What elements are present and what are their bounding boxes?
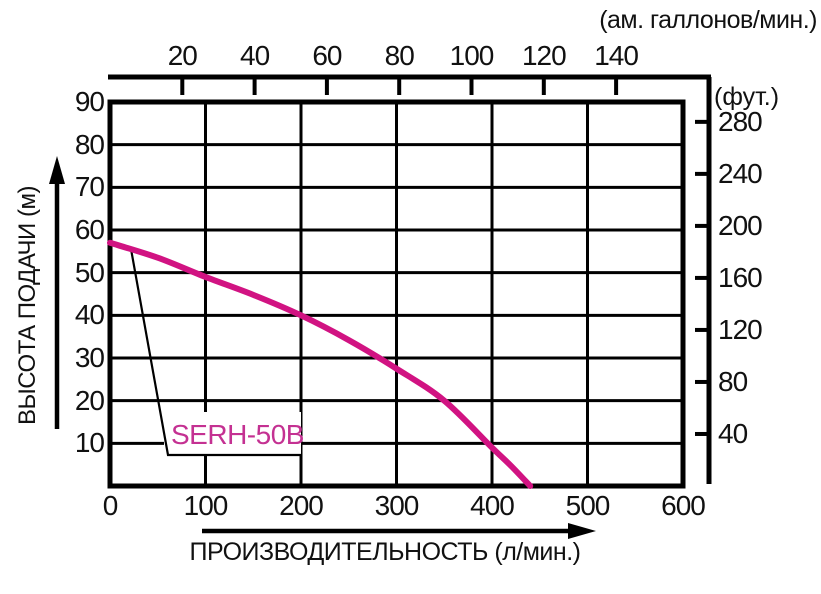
series-label-serh-50b: SERH-50B <box>171 419 304 450</box>
tick-label-right-160: 160 <box>718 261 763 293</box>
tick-label-left-60: 60 <box>74 214 105 245</box>
tick-label-top-100: 100 <box>449 40 495 71</box>
tick-label-bottom-0: 0 <box>102 490 119 521</box>
tick-label-bottom-100: 100 <box>183 490 229 521</box>
tick-label-top-60: 60 <box>312 40 342 71</box>
pump-curve-serh-50b <box>107 239 534 489</box>
tick-label-left-50: 50 <box>74 256 105 288</box>
right-axis-unit-label: (фут.) <box>714 83 780 111</box>
plot-border <box>107 99 686 489</box>
tick-label-left-70: 70 <box>74 171 105 203</box>
left-axis-title: ВЫСОТА ПОДАЧИ (м) <box>14 186 41 426</box>
tick-label-bottom-300: 300 <box>374 490 420 521</box>
tick-label-top-120: 120 <box>521 40 567 71</box>
tick-label-left-20: 20 <box>74 384 105 416</box>
right-arrow-icon <box>568 523 596 539</box>
tick-label-left-90: 90 <box>74 86 105 117</box>
tick-label-top-20: 20 <box>167 40 198 71</box>
tick-label-top-40: 40 <box>240 40 270 71</box>
tick-label-left-40: 40 <box>74 299 105 331</box>
series-label-leader-line <box>129 248 301 457</box>
tick-label-right-280: 280 <box>718 105 763 137</box>
tick-label-bottom-500: 500 <box>565 490 611 521</box>
tick-label-bottom-400: 400 <box>470 490 515 521</box>
tick-label-left-80: 80 <box>74 128 105 160</box>
series-label-background <box>164 412 301 455</box>
tick-label-left-10: 10 <box>74 427 105 459</box>
tick-label-bottom-600: 600 <box>661 490 706 521</box>
tick-label-top-140: 140 <box>594 40 639 71</box>
top-axis-unit-label: (ам. галлонов/мин.) <box>599 6 817 34</box>
tick-label-top-80: 80 <box>384 40 415 71</box>
tick-label-right-240: 240 <box>718 157 763 189</box>
tick-label-left-30: 30 <box>74 342 105 373</box>
up-arrow-icon <box>49 156 65 184</box>
tick-label-right-80: 80 <box>718 365 748 397</box>
tick-label-right-40: 40 <box>718 417 748 449</box>
bottom-axis-title: ПРОИЗВОДИТЕЛЬНОСТЬ (л/мин.) <box>189 538 581 566</box>
tick-label-bottom-200: 200 <box>279 490 324 521</box>
tick-label-right-120: 120 <box>718 313 763 345</box>
tick-label-right-200: 200 <box>718 209 763 241</box>
